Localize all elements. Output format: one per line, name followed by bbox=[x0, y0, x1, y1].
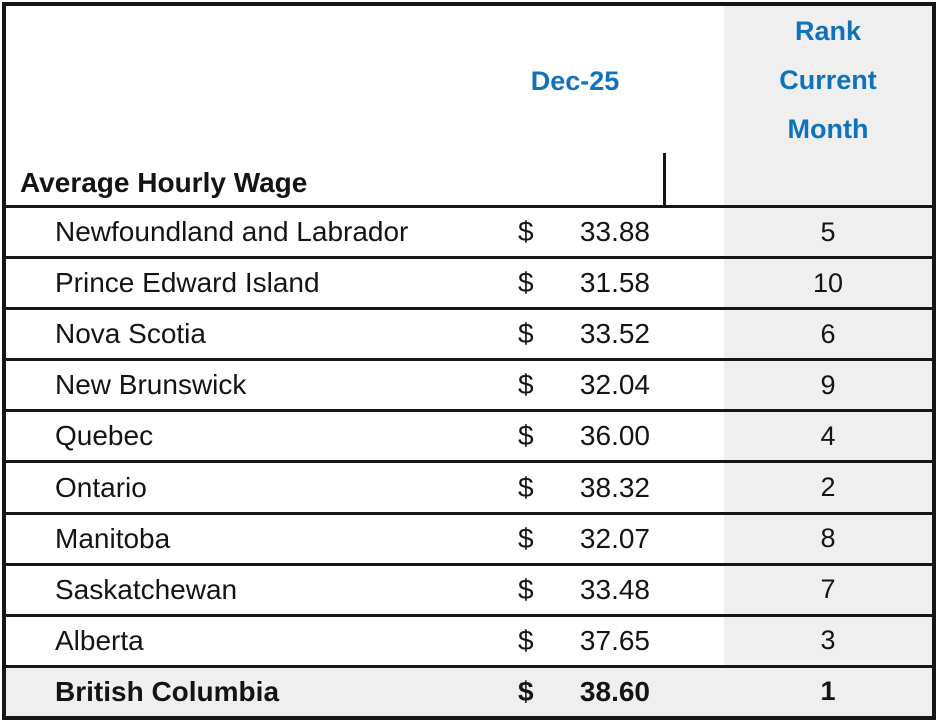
table-row: New Brunswick $ 32.04 9 bbox=[6, 358, 932, 410]
row-spacer bbox=[666, 617, 724, 665]
rank-cell[interactable]: 1 bbox=[724, 667, 932, 716]
province-cell[interactable]: Nova Scotia bbox=[55, 318, 206, 350]
table-row: Alberta $ 37.65 3 bbox=[6, 613, 932, 665]
rank-cell[interactable]: 2 bbox=[724, 463, 932, 512]
row-spacer bbox=[666, 515, 724, 563]
rank-cell[interactable]: 10 bbox=[724, 259, 932, 308]
currency-symbol: $ bbox=[518, 573, 534, 605]
wage-cell[interactable]: $ 32.04 bbox=[484, 361, 666, 409]
row-spacer bbox=[666, 259, 724, 307]
wage-cell[interactable]: $ 37.65 bbox=[484, 617, 666, 665]
wage-cell[interactable]: $ 33.48 bbox=[484, 566, 666, 614]
header-rank-cell[interactable]: Rank Current Month bbox=[724, 6, 932, 205]
row-spacer bbox=[666, 668, 724, 716]
table-row: Nova Scotia $ 33.52 6 bbox=[6, 307, 932, 359]
wage-value: 32.07 bbox=[579, 522, 650, 554]
row-spacer bbox=[666, 208, 724, 256]
wage-value: 33.48 bbox=[579, 573, 650, 605]
currency-symbol: $ bbox=[518, 369, 534, 401]
table-header: Dec-25 Rank Current Month Average Hourly… bbox=[6, 6, 932, 205]
province-cell[interactable]: Ontario bbox=[55, 471, 147, 503]
province-cell[interactable]: New Brunswick bbox=[55, 369, 247, 401]
wage-value: 33.88 bbox=[579, 216, 650, 248]
table-body: Newfoundland and Labrador $ 33.88 5 Prin… bbox=[6, 205, 932, 716]
table-row: Newfoundland and Labrador $ 33.88 5 bbox=[6, 205, 932, 257]
currency-symbol: $ bbox=[518, 318, 534, 350]
province-cell[interactable]: Alberta bbox=[55, 624, 144, 656]
province-cell[interactable]: Prince Edward Island bbox=[55, 267, 320, 299]
currency-symbol: $ bbox=[518, 216, 534, 248]
wage-value: 38.32 bbox=[579, 471, 650, 503]
rank-cell[interactable]: 6 bbox=[724, 310, 932, 359]
province-cell[interactable]: Saskatchewan bbox=[55, 573, 238, 605]
header-spacer bbox=[666, 6, 724, 205]
rank-cell[interactable]: 7 bbox=[724, 565, 932, 614]
wage-cell[interactable]: $ 36.00 bbox=[484, 412, 666, 460]
wage-value: 33.52 bbox=[579, 318, 650, 350]
wage-value: 36.00 bbox=[579, 420, 650, 452]
wage-value: 32.04 bbox=[579, 369, 650, 401]
row-spacer bbox=[666, 310, 724, 358]
province-cell[interactable]: British Columbia bbox=[55, 675, 280, 707]
row-spacer bbox=[666, 412, 724, 460]
rank-cell[interactable]: 4 bbox=[724, 412, 932, 461]
rank-cell[interactable]: 5 bbox=[724, 208, 932, 257]
wage-value: 31.58 bbox=[579, 267, 650, 299]
rank-header-line-1: Rank bbox=[794, 16, 862, 46]
table-row: Saskatchewan $ 33.48 7 bbox=[6, 562, 932, 614]
wage-cell[interactable]: $ 33.88 bbox=[484, 208, 666, 256]
currency-symbol: $ bbox=[518, 420, 534, 452]
row-spacer bbox=[666, 566, 724, 614]
header-column-divider bbox=[663, 153, 666, 205]
province-cell[interactable]: Manitoba bbox=[55, 522, 171, 554]
wage-value: 38.60 bbox=[579, 675, 650, 707]
currency-symbol: $ bbox=[518, 267, 534, 299]
header-period-cell[interactable]: Dec-25 bbox=[484, 6, 666, 205]
wage-cell[interactable]: $ 31.58 bbox=[484, 259, 666, 307]
wage-cell[interactable]: $ 33.52 bbox=[484, 310, 666, 358]
wage-value: 37.65 bbox=[579, 624, 650, 656]
province-cell[interactable]: Newfoundland and Labrador bbox=[55, 216, 409, 248]
table-title: Average Hourly Wage bbox=[20, 167, 308, 198]
wage-cell[interactable]: $ 38.32 bbox=[484, 463, 666, 511]
table-row: Manitoba $ 32.07 8 bbox=[6, 511, 932, 563]
wage-cell[interactable]: $ 32.07 bbox=[484, 515, 666, 563]
rank-cell[interactable]: 8 bbox=[724, 514, 932, 563]
currency-symbol: $ bbox=[518, 471, 534, 503]
rank-header-line-3: Month bbox=[787, 114, 869, 144]
table-row: Ontario $ 38.32 2 bbox=[6, 460, 932, 512]
period-label: Dec-25 bbox=[530, 66, 620, 96]
rank-header-line-2: Current bbox=[779, 65, 877, 95]
row-spacer bbox=[666, 361, 724, 409]
table-row: British Columbia $ 38.60 1 bbox=[6, 664, 932, 716]
row-spacer bbox=[666, 463, 724, 511]
rank-cell[interactable]: 9 bbox=[724, 361, 932, 410]
rank-cell[interactable]: 3 bbox=[724, 616, 932, 665]
table-row: Prince Edward Island $ 31.58 10 bbox=[6, 256, 932, 308]
wage-cell[interactable]: $ 38.60 bbox=[484, 668, 666, 716]
province-cell[interactable]: Quebec bbox=[55, 420, 154, 452]
table-row: Quebec $ 36.00 4 bbox=[6, 409, 932, 461]
currency-symbol: $ bbox=[518, 522, 534, 554]
currency-symbol: $ bbox=[518, 675, 534, 707]
currency-symbol: $ bbox=[518, 624, 534, 656]
